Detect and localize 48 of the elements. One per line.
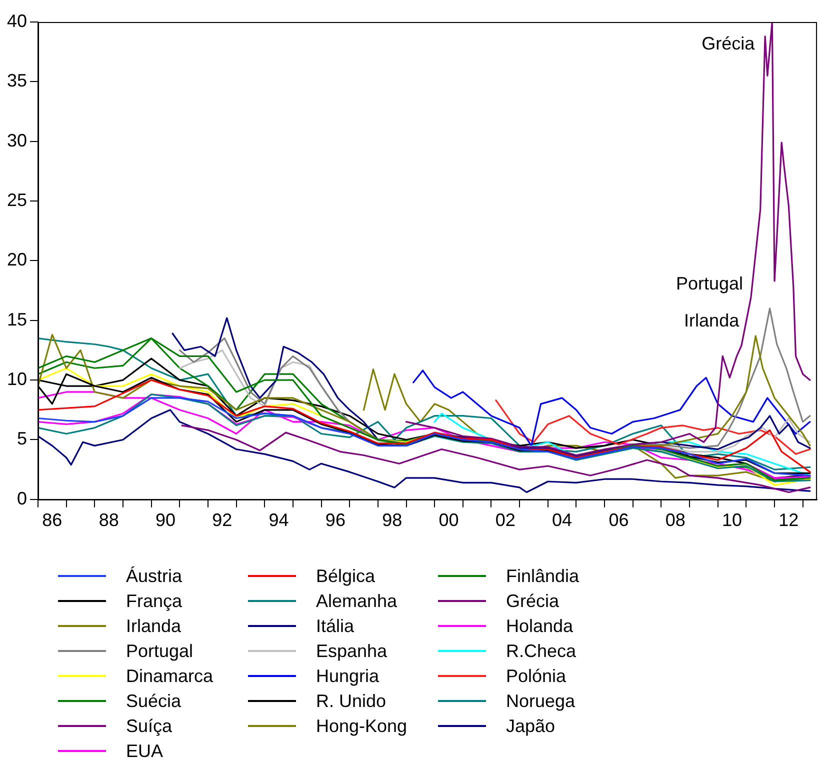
legend-label: Áustria: [126, 566, 182, 586]
y-tick-label: 40: [6, 10, 28, 31]
legend-label: Polónia: [506, 666, 566, 686]
x-tick-label: 96: [325, 510, 346, 530]
legend-label: EUA: [126, 740, 164, 762]
x-tick-label: 00: [438, 510, 459, 530]
x-tick-label: 98: [382, 510, 402, 530]
legend-label: Alemanha: [316, 590, 398, 612]
legend-label: Grécia: [506, 590, 560, 612]
annotation: Grécia: [702, 33, 756, 54]
legend-label: Espanha: [316, 640, 388, 662]
legend-label: R. Unido: [316, 690, 386, 712]
x-tick-label: 94: [268, 510, 289, 530]
legend-label: Finlândia: [506, 566, 580, 586]
x-tick-label: 04: [552, 510, 572, 530]
legend-label: Irlanda: [126, 616, 182, 636]
legend-label: Noruega: [506, 690, 576, 712]
legend-label: Itália: [316, 616, 354, 636]
x-tick-label: 88: [98, 510, 119, 530]
legend-label: Suécia: [126, 690, 182, 712]
x-tick-label: 92: [212, 510, 232, 530]
legend-label: Holanda: [506, 616, 574, 636]
y-tick-label: 35: [6, 70, 28, 91]
legend-label: Portugal: [126, 640, 194, 662]
x-tick-label: 06: [608, 510, 629, 530]
legend-label: Hungria: [316, 666, 380, 686]
y-tick-label: 20: [6, 250, 28, 270]
x-tick-label: 10: [722, 510, 742, 530]
annotation: Portugal: [676, 274, 743, 294]
annotation: Irlanda: [684, 310, 740, 330]
x-tick-label: 02: [495, 510, 516, 530]
x-tick-label: 12: [778, 510, 799, 530]
legend-label: Dinamarca: [126, 666, 214, 686]
x-tick-label: 90: [155, 510, 176, 530]
legend-label: Japão: [506, 716, 556, 736]
x-tick-label: 86: [42, 510, 62, 530]
x-tick-label: 08: [665, 510, 686, 530]
legend-label: Suíça: [126, 716, 172, 736]
y-tick-label: 30: [6, 130, 28, 150]
y-tick-label: 10: [6, 369, 28, 390]
legend-label: R.Checa: [506, 640, 576, 662]
y-tick-label: 5: [17, 428, 28, 449]
y-tick-label: 25: [6, 190, 28, 210]
legend-label: Hong-Kong: [316, 716, 408, 736]
y-tick-label: 0: [17, 488, 28, 508]
legend-label: Bélgica: [316, 566, 376, 586]
y-tick-label: 15: [6, 309, 28, 330]
legend-label: França: [126, 590, 182, 612]
